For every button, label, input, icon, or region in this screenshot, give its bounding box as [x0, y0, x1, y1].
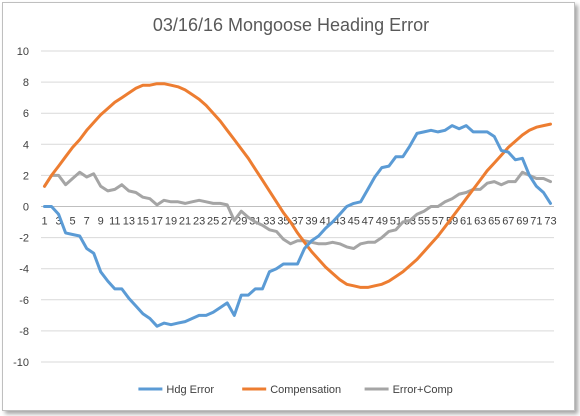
x-tick-label: 27	[221, 216, 233, 228]
y-tick-label: -10	[13, 357, 29, 369]
y-tick-label: 6	[23, 108, 29, 120]
x-tick-label: 21	[179, 216, 191, 228]
y-tick-label: 10	[17, 46, 29, 58]
chart-title: 03/16/16 Mongoose Heading Error	[153, 15, 429, 35]
x-tick-label: 37	[291, 216, 303, 228]
x-tick-label: 11	[109, 216, 120, 228]
x-tick-label: 33	[263, 216, 275, 228]
x-tick-label: 65	[488, 216, 500, 228]
x-axis-ticks: 1 3 5 7 9 11 13 15 17 19 21 23 25 27 29 31 33 35 37 39 41 43 4…	[41, 216, 556, 228]
legend-entry: Hdg Error	[138, 384, 214, 396]
x-tick-label: 69	[516, 216, 528, 228]
legend-label: Compensation	[270, 384, 341, 396]
series-lines	[43, 82, 552, 328]
y-tick-label: 4	[23, 139, 29, 151]
x-tick-label: 63	[474, 216, 486, 228]
legend-entry: Compensation	[242, 384, 341, 396]
legend-entry: Error+Comp	[364, 384, 453, 396]
x-tick-label: 25	[207, 216, 219, 228]
x-tick-label: 17	[151, 216, 163, 228]
x-tick-label: 3	[56, 216, 62, 228]
x-tick-label: 55	[418, 216, 430, 228]
x-tick-label: 73	[544, 216, 556, 228]
x-tick-label: 23	[193, 216, 205, 228]
y-tick-label: -6	[19, 295, 29, 307]
x-tick-label: 5	[70, 216, 76, 228]
gridlines	[41, 50, 554, 363]
x-tick-label: 71	[530, 216, 542, 228]
x-tick-label: 47	[362, 216, 374, 228]
x-tick-label: 67	[502, 216, 514, 228]
y-tick-label: -2	[19, 233, 29, 245]
legend-label: Hdg Error	[166, 384, 214, 396]
chart: 03/16/16 Mongoose Heading Error -10-8-6-…	[13, 15, 557, 396]
x-tick-label: 49	[376, 216, 388, 228]
series-line-error-comp	[43, 170, 552, 250]
series-line-compensation	[43, 82, 552, 289]
y-tick-label: -4	[19, 264, 29, 276]
y-tick-label: 2	[23, 170, 29, 182]
x-tick-label: 59	[446, 216, 458, 228]
x-tick-label: 1	[41, 216, 47, 228]
x-tick-label: 15	[137, 216, 149, 228]
x-tick-label: 7	[84, 216, 90, 228]
y-axis-ticks: -10 -8 -6 -4 -2 0 2 4 6 8 10	[13, 46, 29, 369]
y-tick-label: -8	[19, 326, 29, 338]
x-tick-label: 61	[460, 216, 472, 228]
series-line-hdg-error	[43, 124, 552, 328]
x-tick-label: 39	[305, 216, 317, 228]
x-tick-label: 45	[348, 216, 360, 228]
legend-label: Error+Comp	[393, 384, 453, 396]
x-tick-label: 13	[123, 216, 135, 228]
x-tick-label: 9	[98, 216, 104, 228]
chart-frame: 03/16/16 Mongoose Heading Error -10 -8 -6-…	[2, 2, 575, 411]
legend: Hdg Error Compensation Error+Comp	[138, 384, 453, 396]
x-tick-label: 29	[235, 216, 247, 228]
x-tick-label: 57	[432, 216, 444, 228]
x-tick-label: 19	[165, 216, 177, 228]
y-tick-label: 8	[23, 77, 29, 89]
y-tick-label: 0	[23, 202, 29, 214]
